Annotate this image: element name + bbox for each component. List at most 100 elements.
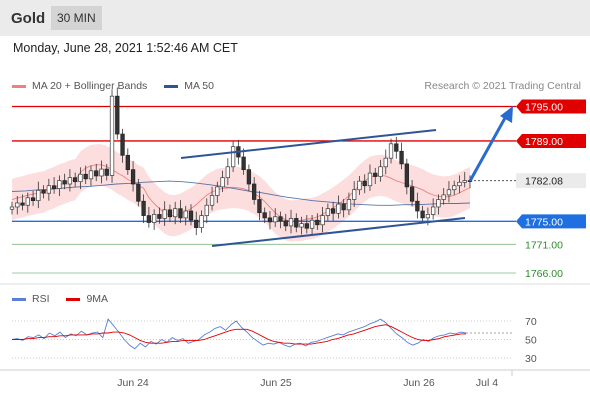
candle-body bbox=[125, 154, 130, 171]
candle-body bbox=[215, 186, 220, 196]
candle-body bbox=[441, 194, 446, 200]
candle-body bbox=[94, 170, 99, 177]
candle-body bbox=[246, 169, 252, 185]
last-price-tag-bg bbox=[516, 173, 586, 189]
legend-label-bollinger: MA 20 + Bollinger Bands bbox=[32, 80, 148, 92]
legend-swatch-rsi bbox=[12, 297, 26, 301]
candle-body bbox=[51, 185, 57, 189]
forecast-arrow-line bbox=[468, 117, 507, 182]
time-label-3: Jul 4 bbox=[476, 377, 498, 389]
legend-item-rsi-ma: 9MA bbox=[66, 293, 108, 305]
candle-body bbox=[383, 157, 388, 168]
candles bbox=[9, 87, 473, 236]
candle-body bbox=[183, 210, 188, 219]
candle-body bbox=[230, 146, 236, 168]
chart-header: Gold 30 MIN bbox=[0, 0, 590, 36]
candle-body bbox=[157, 214, 162, 219]
candle-body bbox=[288, 218, 294, 227]
candle-body bbox=[399, 150, 404, 165]
candle-body bbox=[83, 173, 88, 180]
candle-body bbox=[151, 214, 157, 223]
candle-body bbox=[188, 210, 194, 221]
candle-body bbox=[425, 214, 431, 219]
candle-body bbox=[452, 185, 457, 191]
level-tag-1789.00: 1789.00 bbox=[525, 136, 563, 148]
candle-body bbox=[320, 215, 325, 226]
candle-body bbox=[346, 199, 352, 211]
timestamp: Monday, June 28, 2021 1:52:46 AM CET bbox=[13, 41, 238, 55]
candle-body bbox=[341, 203, 346, 211]
candle-body bbox=[225, 166, 230, 179]
candle-body bbox=[330, 208, 336, 214]
time-label-1: Jun 25 bbox=[260, 377, 292, 389]
timeframe-selector[interactable]: 30 MIN bbox=[51, 6, 102, 30]
candle-body bbox=[173, 208, 178, 218]
ma20-line bbox=[11, 164, 471, 222]
legend-swatch-ma50 bbox=[164, 84, 179, 88]
candle-body bbox=[278, 216, 283, 222]
rsi-tick-label-30: 30 bbox=[525, 353, 537, 365]
candle-body bbox=[446, 189, 452, 196]
legend-item-rsi: RSI bbox=[12, 293, 50, 305]
legend-swatch-rsi-ma bbox=[66, 297, 81, 301]
legend-item-ma50: MA 50 bbox=[164, 80, 214, 92]
candle-body bbox=[46, 185, 52, 194]
candle-body bbox=[388, 143, 394, 159]
instrument-title: Gold bbox=[11, 10, 46, 27]
candle-body bbox=[273, 216, 278, 223]
candle-body bbox=[36, 189, 41, 202]
candle-body bbox=[194, 219, 199, 228]
candle-body bbox=[367, 172, 373, 187]
candle-body bbox=[404, 163, 409, 188]
candle-body bbox=[146, 215, 152, 223]
ma50-line bbox=[11, 180, 471, 206]
candle-body bbox=[136, 183, 141, 202]
candle-body bbox=[30, 197, 36, 202]
candle-body bbox=[120, 133, 125, 156]
candle-body bbox=[141, 200, 146, 216]
candle-body bbox=[99, 168, 104, 177]
last-price-tag: 1782.08 bbox=[525, 176, 563, 188]
candle-body bbox=[420, 210, 425, 219]
candle-body bbox=[241, 156, 246, 171]
candle-body bbox=[57, 180, 62, 189]
candle-body bbox=[15, 202, 20, 208]
level-tag-1766.00: 1766.00 bbox=[525, 268, 563, 280]
candle-body bbox=[220, 177, 225, 188]
level-tag-1795.00: 1795.00 bbox=[525, 102, 563, 114]
candle-body bbox=[25, 197, 30, 206]
rsi-line bbox=[11, 318, 467, 350]
candle-body bbox=[315, 219, 320, 226]
level-tag-bg-1795.00 bbox=[516, 99, 586, 114]
candle-body bbox=[62, 180, 67, 185]
forecast-arrow-head bbox=[500, 106, 513, 123]
candle-body bbox=[78, 173, 83, 183]
legend-label-ma50: MA 50 bbox=[184, 80, 214, 92]
candle-body bbox=[73, 177, 78, 183]
candle-body bbox=[357, 180, 362, 191]
rsi-tick-label-50: 50 bbox=[525, 335, 537, 347]
candle-body bbox=[267, 217, 273, 223]
candle-body bbox=[67, 177, 73, 185]
candle-body bbox=[20, 202, 25, 206]
candle-body bbox=[130, 169, 136, 185]
candle-body bbox=[409, 186, 415, 202]
candle-body bbox=[162, 209, 167, 219]
candle-body bbox=[104, 168, 109, 176]
legend-swatch-bollinger bbox=[12, 84, 26, 88]
candle-body bbox=[199, 215, 204, 228]
candle-body bbox=[257, 199, 262, 214]
candle-body bbox=[352, 189, 357, 200]
candle-body bbox=[167, 209, 173, 218]
candle-body bbox=[436, 199, 441, 208]
rsi-legend: RSI 9MA bbox=[12, 293, 122, 305]
candle-body bbox=[204, 204, 209, 216]
candle-body bbox=[430, 206, 436, 215]
candle-body bbox=[262, 212, 267, 219]
time-label-0: Jun 24 bbox=[117, 377, 149, 389]
candle-body bbox=[378, 166, 383, 177]
level-tag-bg-1789.00 bbox=[516, 133, 586, 148]
channel-lower-line bbox=[211, 217, 466, 247]
candle-body bbox=[109, 95, 115, 176]
